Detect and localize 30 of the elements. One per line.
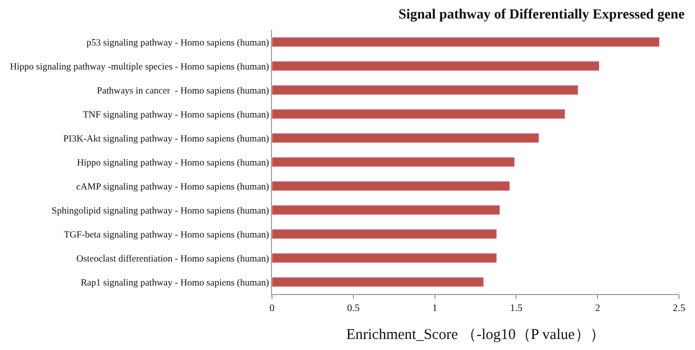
y-tick-label: p53 signaling pathway - Homo sapiens (human) [86, 38, 270, 48]
y-tick-label: TGF-beta signaling pathway - Homo sapiens (human) [64, 230, 270, 240]
y-tick-label: Hippo signaling pathway - Homo sapiens (human) [77, 158, 270, 168]
y-tick-label: Sphingolipid signaling pathway - Homo sapiens (human) [52, 206, 270, 216]
y-tick-label: Hippo signaling pathway -multiple species - Homo sapiens (human) [10, 62, 270, 72]
bar [272, 84, 578, 96]
x-tick-label: 2.5 [672, 303, 686, 314]
bar [272, 276, 484, 288]
y-tick-label: TNF signaling pathway - Homo sapiens (human) [82, 110, 270, 120]
bar [272, 132, 540, 144]
x-tick-label: 0.5 [347, 303, 360, 314]
x-tick-label: 1.5 [510, 303, 522, 314]
bar [272, 204, 500, 216]
bar [272, 252, 497, 264]
bar [272, 60, 600, 72]
x-tick-label: 1 [432, 303, 438, 314]
bar [272, 108, 566, 120]
y-tick-label: Rap1 signaling pathway - Homo sapiens (human) [80, 278, 270, 288]
y-tick-label: Osteoclast differentiation - Homo sapiens (human) [76, 254, 270, 264]
y-tick-label: Pathways in cancer - Homo sapiens (human) [96, 86, 270, 96]
x-tick-label: 0 [270, 303, 274, 314]
bar [272, 180, 510, 192]
y-tick-label: cAMP signaling pathway - Homo sapiens (human) [76, 182, 270, 192]
x-axis-title: Enrichment_Score （-log10（P value）） [346, 327, 605, 343]
x-tick-label: 2 [595, 303, 600, 314]
bar [272, 36, 660, 48]
chart-title: Signal pathway of Differentially Expressed gene [398, 8, 685, 23]
bar [272, 228, 497, 240]
bar [272, 156, 515, 168]
y-tick-label: PI3K-Akt signaling pathway - Homo sapiens (human) [63, 134, 270, 144]
